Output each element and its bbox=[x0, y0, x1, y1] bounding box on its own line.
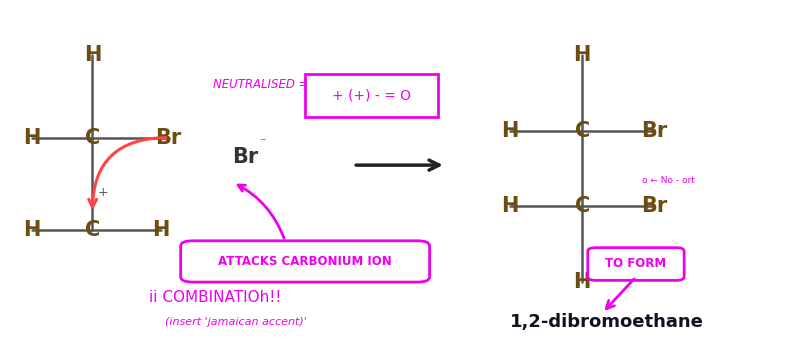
Text: 1,2-dibromoethane: 1,2-dibromoethane bbox=[509, 313, 703, 331]
Text: H: H bbox=[23, 128, 41, 148]
Text: H: H bbox=[500, 196, 518, 216]
Text: o ← No - ort: o ← No - ort bbox=[642, 176, 695, 185]
FancyBboxPatch shape bbox=[587, 248, 683, 280]
FancyArrowPatch shape bbox=[238, 185, 284, 238]
Text: H: H bbox=[573, 272, 590, 292]
Text: C: C bbox=[85, 221, 99, 240]
Text: (insert 'jamaican accent)': (insert 'jamaican accent)' bbox=[164, 316, 306, 327]
FancyBboxPatch shape bbox=[305, 74, 437, 117]
Text: ⁻: ⁻ bbox=[259, 136, 265, 149]
FancyArrowPatch shape bbox=[89, 138, 166, 207]
Text: TO FORM: TO FORM bbox=[605, 257, 666, 270]
Text: Br: Br bbox=[641, 196, 666, 216]
Text: Br: Br bbox=[156, 128, 181, 148]
Text: Br: Br bbox=[641, 121, 666, 141]
Text: H: H bbox=[83, 45, 101, 65]
Text: ii COMBINATIOh!!: ii COMBINATIOh!! bbox=[148, 290, 281, 305]
Text: + (+) - = O: + (+) - = O bbox=[332, 89, 411, 103]
Text: H: H bbox=[573, 45, 590, 65]
Text: NEUTRALISED =: NEUTRALISED = bbox=[213, 78, 308, 91]
Text: H: H bbox=[152, 221, 169, 240]
Text: +: + bbox=[97, 186, 108, 199]
Text: C: C bbox=[574, 196, 589, 216]
Text: ATTACKS CARBONIUM ION: ATTACKS CARBONIUM ION bbox=[218, 255, 391, 268]
FancyBboxPatch shape bbox=[180, 241, 429, 282]
Text: H: H bbox=[500, 121, 518, 141]
Text: C: C bbox=[574, 121, 589, 141]
Text: C: C bbox=[85, 128, 99, 148]
Text: Br: Br bbox=[232, 147, 257, 166]
Text: H: H bbox=[23, 221, 41, 240]
